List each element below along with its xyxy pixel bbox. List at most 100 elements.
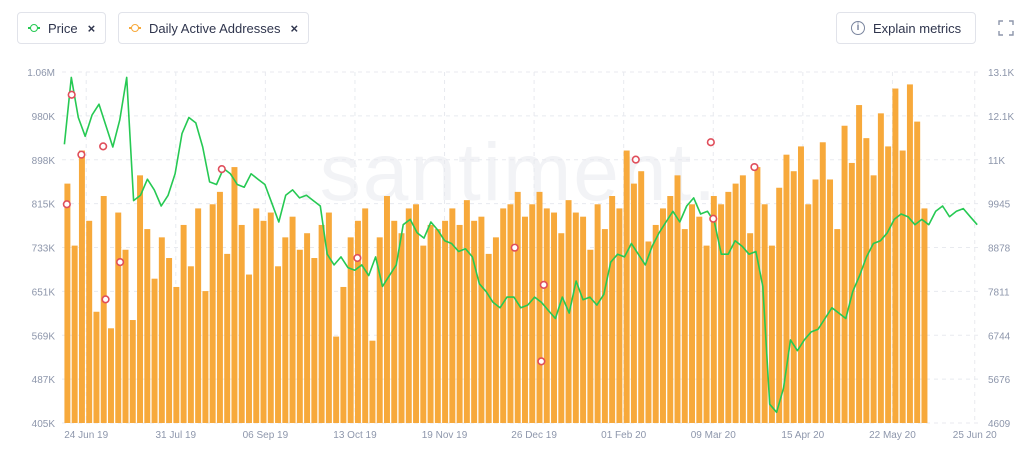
daa-bar	[681, 229, 688, 423]
legend-label-price: Price	[48, 20, 78, 36]
daa-bar	[413, 204, 420, 423]
daa-bar	[151, 278, 158, 423]
daa-bar	[812, 179, 819, 423]
y-left-tick-label: 1.06M	[27, 68, 55, 79]
daa-bar	[587, 249, 594, 423]
daa-bar	[158, 237, 165, 423]
daa-bar	[362, 208, 369, 423]
signal-marker	[510, 243, 519, 252]
daa-bar	[71, 245, 78, 423]
daa-bar	[572, 212, 579, 423]
daa-bar	[166, 258, 173, 423]
daily-active-addresses-bars	[64, 84, 928, 423]
daa-bar	[856, 105, 863, 423]
legend-chip-price[interactable]: Price ×	[17, 12, 107, 44]
signal-marker	[750, 162, 759, 172]
daa-bar	[173, 286, 180, 423]
daa-bar	[100, 196, 107, 423]
daa-bar	[304, 233, 311, 423]
daa-bar	[885, 146, 892, 423]
daa-bar	[180, 224, 187, 423]
signal-markers	[62, 90, 759, 366]
daa-bar	[398, 233, 405, 423]
daa-bar	[914, 121, 921, 423]
daa-bar	[108, 328, 114, 423]
daa-bar	[921, 208, 928, 423]
explain-metrics-button[interactable]: i Explain metrics	[836, 12, 977, 44]
daa-bar	[463, 200, 470, 423]
daa-bar	[522, 216, 528, 423]
daa-bar	[434, 229, 441, 423]
signal-marker	[631, 155, 640, 164]
daa-bar	[64, 183, 71, 423]
daa-bar	[384, 196, 390, 423]
right-axis-ticks: 13.1K 12.1K 11K 9945 8878 7811 6744 5676 4609	[988, 68, 1014, 430]
y-left-tick-label: 569K	[32, 331, 56, 342]
daa-bar	[667, 196, 674, 423]
signal-marker	[62, 200, 71, 209]
y-right-tick-label: 4609	[988, 419, 1011, 430]
y-right-tick-label: 8878	[988, 244, 1011, 255]
signal-marker	[67, 90, 76, 99]
signal-marker	[99, 142, 108, 151]
daa-bar	[224, 253, 231, 423]
close-icon[interactable]: ×	[87, 20, 96, 36]
close-icon[interactable]: ×	[290, 20, 299, 36]
y-left-tick-label: 898K	[32, 156, 56, 167]
x-tick-label: 31 Jul 19	[155, 430, 196, 441]
y-left-tick-label: 487K	[32, 375, 56, 386]
legend-chip-daily-active-addresses[interactable]: Daily Active Addresses ×	[118, 12, 310, 44]
daa-bar	[768, 245, 775, 423]
daa-bar	[870, 175, 877, 423]
daa-bar	[892, 88, 899, 423]
info-icon: i	[851, 21, 865, 35]
y-right-tick-label: 7811	[988, 287, 1010, 298]
daa-bar	[275, 266, 282, 423]
daa-bar	[529, 204, 536, 423]
daa-bar	[311, 258, 318, 423]
daa-bar	[369, 340, 376, 423]
line-series-icon	[129, 22, 141, 34]
y-right-tick-label: 6744	[988, 331, 1011, 342]
daa-bar	[122, 249, 129, 423]
daa-bar	[115, 212, 122, 423]
y-right-tick-label: 9945	[988, 200, 1011, 211]
daa-bar	[798, 146, 804, 423]
daa-bar	[696, 216, 703, 423]
daa-bar	[340, 286, 347, 423]
line-series-icon	[28, 22, 40, 34]
daa-bar	[623, 150, 630, 423]
daa-bar	[710, 196, 717, 423]
signal-marker	[77, 150, 86, 159]
explain-metrics-label: Explain metrics	[873, 20, 962, 36]
daa-bar	[660, 208, 666, 423]
daa-bar	[485, 253, 492, 423]
daa-bar	[805, 204, 812, 423]
daa-bar	[645, 241, 652, 423]
daa-bar	[543, 208, 550, 423]
daa-bar	[718, 204, 725, 423]
price-line-series	[63, 76, 978, 414]
daa-bar	[732, 183, 739, 423]
daa-bar	[202, 291, 209, 423]
daa-bar	[209, 204, 216, 423]
daa-bar	[609, 196, 616, 423]
fullscreen-icon[interactable]	[998, 20, 1014, 36]
daa-bar	[260, 220, 267, 423]
daa-bar	[906, 84, 913, 423]
daa-bar	[129, 320, 136, 423]
daa-bar	[333, 336, 340, 423]
daa-bar	[725, 191, 732, 423]
daa-bar	[354, 220, 361, 423]
daa-bar	[899, 150, 906, 423]
daa-bar	[739, 175, 746, 423]
y-right-tick-label: 12.1K	[988, 112, 1014, 123]
daa-bar	[318, 224, 325, 423]
daa-bar	[747, 233, 754, 423]
daa-bar	[347, 237, 354, 423]
signal-marker	[539, 280, 548, 289]
y-left-tick-label: 733K	[32, 244, 56, 255]
daa-bar	[93, 311, 100, 423]
signal-marker	[353, 253, 362, 263]
daa-bar	[601, 229, 608, 423]
